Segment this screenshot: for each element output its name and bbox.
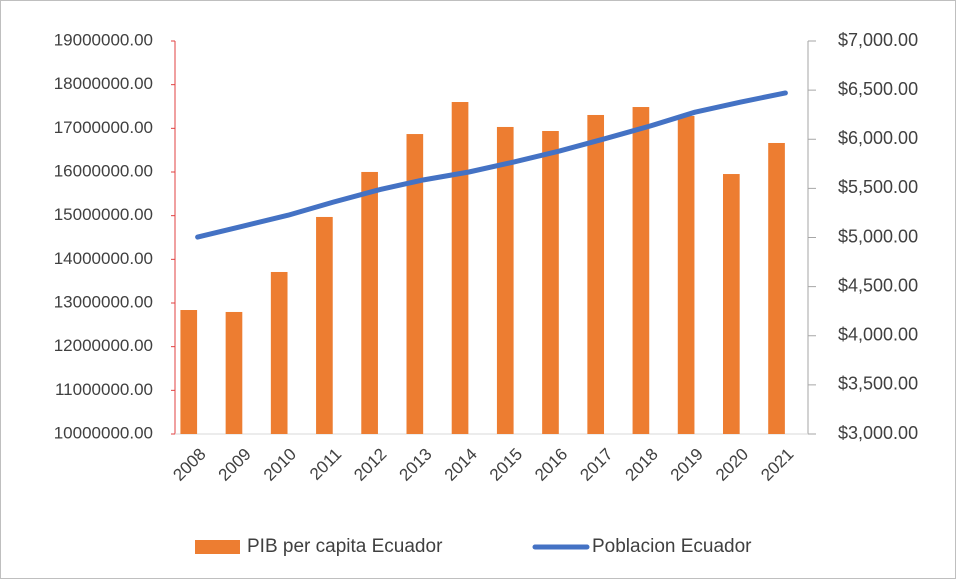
y-tick-label: 11000000.00 [55, 380, 153, 399]
y2-tick-label: $3,500.00 [838, 374, 918, 394]
y2-tick-label: $3,000.00 [838, 423, 918, 443]
y2-tick-label: $4,500.00 [838, 275, 918, 295]
y2-tick-label: $5,500.00 [838, 177, 918, 197]
y-tick-label: 15000000.00 [54, 205, 153, 224]
y-tick-label: 17000000.00 [54, 118, 153, 137]
y2-tick-label: $5,000.00 [838, 226, 918, 246]
bar [316, 216, 333, 434]
y-tick-label: 14000000.00 [54, 249, 153, 268]
bar [677, 115, 695, 434]
legend-label: PIB per capita Ecuador [247, 536, 443, 557]
bar [632, 107, 650, 435]
y2-tick-label: $6,000.00 [838, 128, 918, 148]
bar [587, 114, 605, 435]
bar [270, 271, 288, 434]
line [195, 90, 788, 240]
y2-tick-label: $7,000.00 [838, 30, 918, 50]
y-tick-label: 16000000.00 [54, 161, 153, 180]
bar [406, 134, 424, 434]
y-tick-label: 10000000.00 [54, 423, 153, 442]
y2-tick-label: $4,000.00 [838, 325, 918, 345]
legend-swatch [195, 540, 240, 554]
y-tick-label: 19000000.00 [54, 30, 153, 49]
bar [496, 126, 514, 434]
bar [225, 311, 243, 434]
legend-label: Poblacion Ecuador [592, 536, 752, 557]
y-tick-label: 18000000.00 [54, 74, 153, 93]
bar [451, 102, 469, 435]
y-tick-label: 13000000.00 [54, 292, 153, 311]
bar [180, 310, 198, 434]
bar [361, 171, 378, 434]
bar [542, 130, 559, 434]
y2-tick-label: $6,500.00 [838, 79, 918, 99]
bar [768, 142, 785, 434]
bar [722, 174, 740, 434]
y-tick-label: 12000000.00 [54, 336, 153, 355]
